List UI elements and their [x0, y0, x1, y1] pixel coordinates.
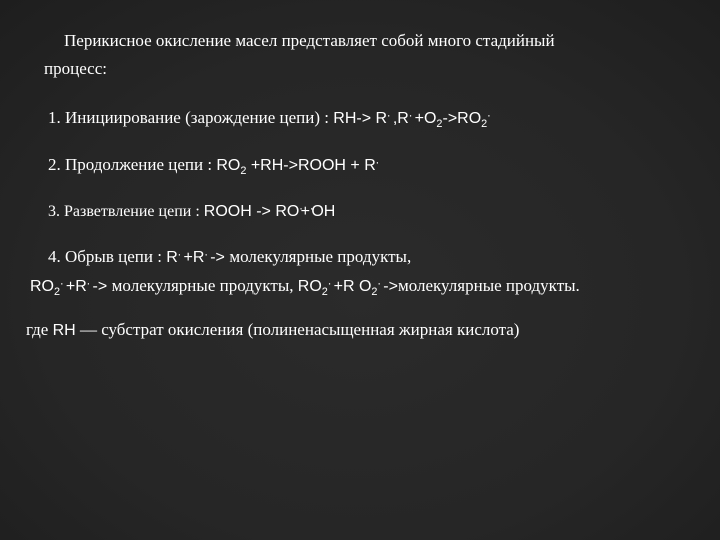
chem-text: RO: [30, 278, 54, 295]
radical-dot: .: [376, 153, 377, 167]
sub-2: 2: [371, 287, 377, 299]
chem-text: OH: [311, 203, 335, 220]
chem-text: ROOH -> RO: [204, 203, 300, 220]
chem-text: ->RO: [442, 110, 481, 127]
step-4b: RO2. +R. -> молекулярные продукты, RO2. …: [30, 275, 690, 298]
slide: Перикисное окисление масел представляет …: [0, 0, 720, 540]
chem-text: +O: [410, 110, 436, 127]
chem-text: +R O: [329, 278, 371, 295]
chem-text: +: [301, 203, 310, 220]
step-1: 1. Инициирование (зарождение цепи) : RH-…: [48, 107, 690, 130]
step-4b-tail: молекулярные продукты.: [398, 276, 580, 295]
chem-text: ->: [379, 278, 398, 295]
chem-text: ->: [206, 249, 225, 266]
step-1-label: 1. Инициирование (зарождение цепи) :: [48, 108, 333, 127]
step-4b-mid: молекулярные продукты,: [112, 276, 298, 295]
footnote: где RH — субстрат окисления (полиненасыщ…: [26, 320, 690, 340]
chem-text: R: [166, 249, 178, 266]
step-3: 3. Разветвление цепи : ROOH -> RO.+.OH: [48, 201, 690, 223]
step-2-eq: RO2 +RH->ROOH + R.: [216, 157, 377, 174]
step-4b-eq1: RO2. +R. ->: [30, 278, 112, 295]
chem-text: ,R: [388, 110, 408, 127]
step-2-label: 2. Продолжение цепи :: [48, 155, 216, 174]
sub-2: 2: [322, 287, 328, 299]
intro-line2: процесс:: [44, 59, 690, 79]
footnote-prefix: где: [26, 320, 53, 339]
footnote-rh: RH: [53, 322, 76, 339]
step-4-eq: R. +R. ->: [166, 249, 229, 266]
step-3-label: 3. Разветвление цепи :: [48, 203, 204, 220]
step-4b-eq2: RO2. +R O2. ->: [298, 278, 398, 295]
chem-text: +R: [61, 278, 86, 295]
step-4-tail: молекулярные продукты,: [229, 247, 411, 266]
footnote-dash: —: [76, 320, 102, 339]
radical-dot: .: [487, 106, 488, 120]
chem-text: +R: [179, 249, 204, 266]
chem-text: RO: [216, 157, 240, 174]
chem-text: +RH->ROOH + R: [246, 157, 375, 174]
chem-text: RH-> R: [333, 110, 387, 127]
footnote-text: субстрат окисления (полиненасыщенная жир…: [101, 320, 519, 339]
chem-text: ->: [88, 278, 107, 295]
step-4: 4. Обрыв цепи : R. +R. -> молекулярные п…: [48, 246, 690, 269]
step-3-eq: ROOH -> RO.+.OH: [204, 203, 336, 220]
chem-text: RO: [298, 278, 322, 295]
step-2: 2. Продолжение цепи : RO2 +RH->ROOH + R.: [48, 154, 690, 177]
sub-2: 2: [54, 287, 60, 299]
step-1-eq: RH-> R. ,R. +O2->RO2.: [333, 110, 488, 127]
intro-line1: Перикисное окисление масел представляет …: [44, 30, 690, 53]
step-4-label: 4. Обрыв цепи :: [48, 247, 166, 266]
